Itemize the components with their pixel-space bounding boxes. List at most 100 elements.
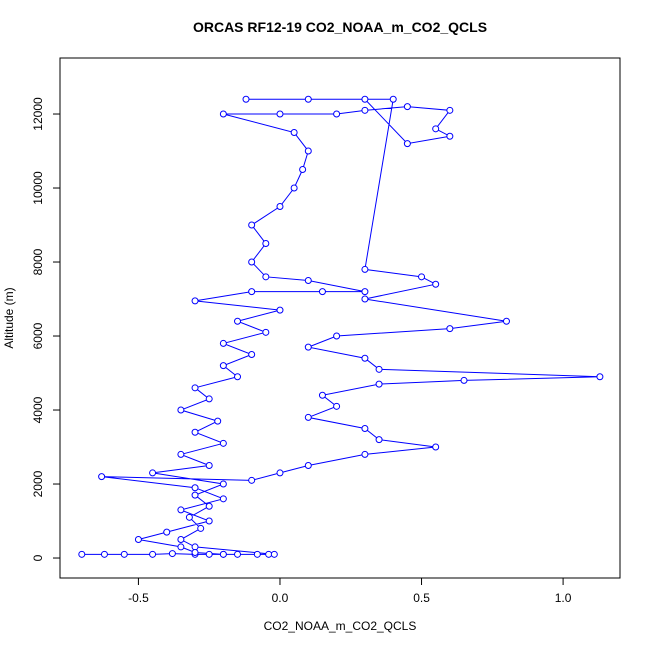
y-tick-label: 8000 [31,248,45,275]
data-point [248,288,256,296]
data-point [304,277,312,285]
data-point [318,288,326,296]
y-axis-label: Altitude (m) [2,287,16,348]
y-tick-label: 10000 [31,171,45,205]
data-point [149,550,157,558]
data-point [149,469,157,477]
data-point [191,548,199,556]
data-point [163,528,171,536]
data-point [191,491,199,499]
data-point [290,129,298,137]
data-point [432,125,440,133]
data-point [191,484,199,492]
data-point [304,343,312,351]
data-point [446,106,454,114]
data-point [205,395,213,403]
data-point [177,506,185,514]
y-tick-label: 12000 [31,97,45,131]
data-point [177,536,185,544]
data-point [120,550,128,558]
chart-title: ORCAS RF12-19 CO2_NOAA_m_CO2_QCLS [193,19,487,35]
data-point [168,550,176,558]
data-point [361,450,369,458]
data-point [248,476,256,484]
data-point [185,513,193,521]
data-point [361,295,369,303]
data-point [219,480,227,488]
data-point [191,428,199,436]
data-point [205,462,213,470]
data-point [596,373,604,381]
data-point [304,95,312,103]
data-point [389,95,397,103]
data-point [253,550,261,558]
data-point [248,221,256,229]
data-point [177,543,185,551]
data-point [276,110,284,118]
data-point [262,240,270,248]
data-point [242,95,250,103]
data-point [304,147,312,155]
plot-frame [59,57,621,579]
data-point [290,184,298,192]
data-point [219,339,227,347]
data-point [276,203,284,211]
data-point [205,517,213,525]
data-point [502,317,510,325]
data-point [205,502,213,510]
x-tick-label: 1.0 [555,591,572,605]
data-point [375,380,383,388]
data-point [234,373,242,381]
data-point [134,536,142,544]
data-line [81,98,600,555]
data-point [270,550,278,558]
data-point [361,95,369,103]
data-point [262,273,270,281]
data-point [219,495,227,503]
data-point [318,391,326,399]
data-point [375,436,383,444]
data-point [234,550,242,558]
data-point [234,317,242,325]
data-point [276,469,284,477]
data-point [219,550,227,558]
y-tick-label: 6000 [31,322,45,349]
data-point [446,132,454,140]
data-point [333,332,341,340]
x-tick-label: 0.0 [272,591,289,605]
data-point [460,376,468,384]
data-point [214,417,222,425]
data-point [177,450,185,458]
data-point [299,166,307,174]
data-point [304,462,312,470]
data-point [219,110,227,118]
data-point [304,413,312,421]
y-tick-label: 2000 [31,470,45,497]
data-point [432,443,440,451]
data-point [403,103,411,111]
data-point [403,140,411,148]
data-point [78,550,86,558]
data-point [205,550,213,558]
data-point [361,288,369,296]
x-tick-label: 0.5 [413,591,430,605]
data-point [276,306,284,314]
data-point [418,273,426,281]
data-point [446,325,454,333]
data-point [177,406,185,414]
data-point [333,402,341,410]
data-point [361,106,369,114]
data-point [265,550,273,558]
data-point [191,384,199,392]
data-point [375,365,383,373]
data-point [361,425,369,433]
data-point [191,297,199,305]
y-tick-label: 4000 [31,396,45,423]
data-point [333,110,341,118]
data-point [219,439,227,447]
y-tick-label: 0 [31,554,45,561]
data-point [219,362,227,370]
data-point [432,280,440,288]
